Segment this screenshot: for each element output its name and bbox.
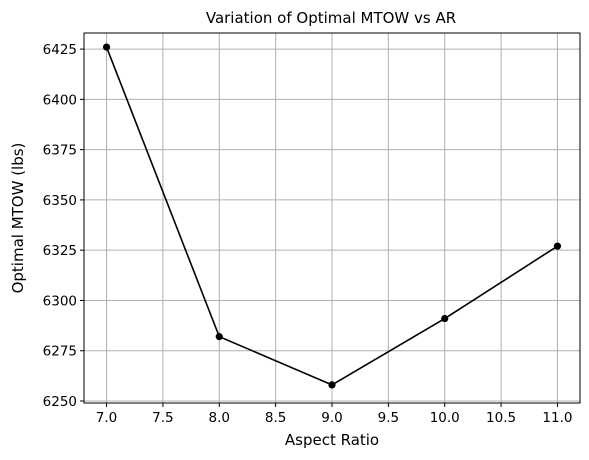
x-axis-label: Aspect Ratio — [285, 431, 379, 449]
y-tick-label: 6300 — [43, 293, 77, 309]
y-tick-label: 6350 — [43, 193, 77, 209]
x-tick-label: 7.0 — [96, 410, 117, 426]
data-point — [328, 381, 336, 389]
data-point — [441, 314, 449, 323]
y-axis-label: Optimal MTOW (lbs) — [9, 143, 27, 294]
y-tick-label: 6250 — [43, 394, 77, 410]
x-tick-label: 9.5 — [378, 410, 399, 426]
grid — [84, 33, 580, 403]
y-tick-label: 6425 — [43, 42, 77, 58]
y-tick-label: 6375 — [43, 143, 77, 159]
data-point — [102, 43, 111, 51]
y-tick-label: 6400 — [43, 92, 77, 108]
chart-title: Variation of Optimal MTOW vs AR — [206, 9, 456, 27]
data-point — [553, 242, 562, 250]
x-tick-label: 8.5 — [265, 410, 286, 426]
x-tick-label: 10.0 — [430, 410, 460, 426]
x-tick-label: 9.0 — [321, 410, 342, 426]
x-tick-label: 8.0 — [209, 410, 230, 426]
y-tick-label: 6325 — [43, 243, 77, 259]
ticks: 7.0 7.5 8.0 8.5 9.0 9.5 10.0 10.5 11.0 6250 6275 63… — [43, 42, 573, 426]
data-point — [215, 333, 223, 341]
x-tick-label: 7.5 — [152, 410, 173, 426]
plot-area — [102, 43, 562, 389]
y-tick-label: 6275 — [43, 344, 77, 360]
x-tick-label: 10.5 — [486, 410, 516, 426]
x-tick-label: 11.0 — [542, 410, 572, 426]
